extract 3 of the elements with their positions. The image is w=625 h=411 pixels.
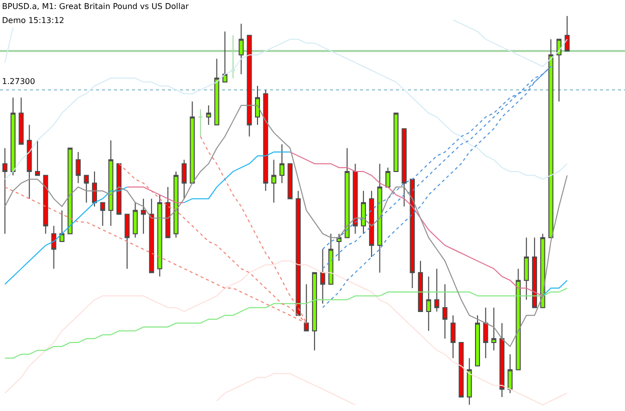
chart-subtitle: Demo 15:13:12 [2, 16, 64, 25]
chart-title: BPUSD.a, M1: Great Britain Pound vs US Dollar [2, 2, 190, 11]
annotation: 1.27300 [2, 77, 36, 86]
